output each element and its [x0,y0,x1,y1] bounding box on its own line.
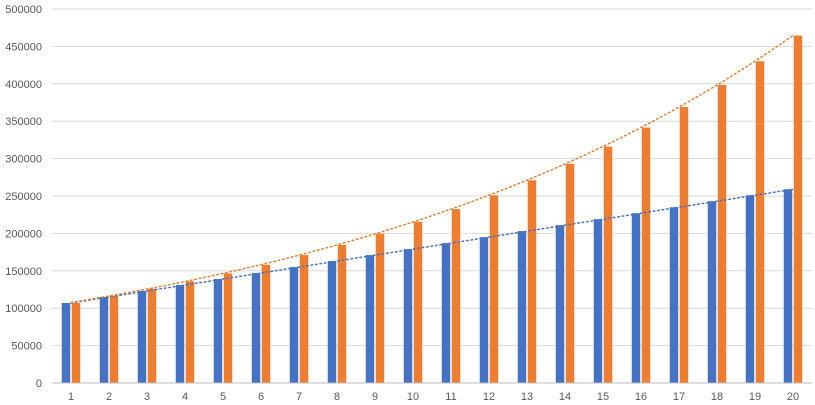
bar-series-2 [489,195,499,383]
bar-series-1 [99,296,109,383]
bar-series-2 [299,255,309,383]
bar-series-2 [717,84,727,383]
bar-series-1 [137,290,147,383]
x-tick-label: 12 [483,391,495,400]
bar-series-2 [413,221,423,383]
bar-series-1 [327,261,337,383]
y-tick-label: 200000 [5,228,42,240]
y-tick-label: 350000 [5,116,42,128]
x-tick-label: 14 [559,391,571,400]
bar-series-2 [603,146,613,383]
y-tick-label: 400000 [5,79,42,91]
x-tick-label: 13 [521,391,533,400]
trendline-series-2 [70,34,794,304]
x-tick-label: 10 [407,391,419,400]
bar-series-2 [185,281,195,383]
x-tick-label: 15 [597,391,609,400]
bar-series-1 [745,195,755,383]
bar-series-1 [289,267,299,383]
bar-series-1 [555,225,565,383]
y-tick-label: 500000 [5,4,42,16]
bar-series-1 [441,243,451,383]
bar-series-1 [251,273,261,383]
x-tick-label: 2 [106,391,112,400]
bar-series-2 [261,264,271,383]
y-tick-label: 250000 [5,191,42,203]
bar-series-1 [175,285,185,383]
bar-series-1 [783,189,793,383]
bar-series-1 [61,302,71,383]
bar-series-2 [793,35,803,383]
bar-series-1 [403,249,413,383]
x-tick-label: 8 [334,391,340,400]
x-tick-label: 6 [258,391,264,400]
bar-series-2 [451,209,461,383]
y-tick-label: 300000 [5,154,42,166]
x-tick-label: 17 [673,391,685,400]
bar-series-1 [707,201,717,383]
bar-series-1 [631,213,641,383]
x-tick-label: 20 [787,391,799,400]
bar-series-2 [755,61,765,384]
bar-series-1 [479,237,489,383]
x-tick-label: 4 [182,391,188,400]
trendline-series-1 [70,188,794,304]
x-tick-label: 1 [68,391,74,400]
x-tick-label: 11 [445,391,456,400]
x-axis-tick-labels: 1 2 3 4 5 6 7 8 9 10 11 12 13 14 15 16 17 18 19 20 [68,391,799,403]
y-axis-tick-labels: 0 50000 100000 150000 200000 250000 300000 3500… [5,4,42,390]
bar-series-1 [593,219,603,383]
y-tick-label: 100000 [5,303,42,315]
bar-series-2 [337,244,347,383]
bar-series-2 [71,302,81,383]
x-tick-label: 18 [711,391,723,400]
bar-series-1 [365,255,375,383]
bar-series-1 [517,231,527,383]
bar-series-1 [213,279,223,383]
bars [61,35,803,384]
bar-series-2 [527,180,537,383]
x-tick-label: 5 [220,391,226,400]
bar-series-2 [147,288,157,383]
bar-series-2 [223,273,233,383]
y-tick-label: 450000 [5,41,42,53]
gridlines [52,8,812,347]
x-tick-label: 3 [144,391,150,400]
bar-series-2 [565,163,575,383]
y-tick-label: 150000 [5,266,42,278]
bar-series-2 [109,295,119,383]
x-tick-label: 19 [749,391,761,400]
bar-series-2 [641,127,651,383]
bar-series-2 [679,106,689,383]
y-tick-label: 0 [36,378,42,390]
y-tick-label: 50000 [11,341,42,353]
bar-series-1 [669,207,679,383]
x-tick-label: 7 [296,391,302,400]
bar-series-2 [375,233,385,383]
x-tick-label: 9 [372,391,378,400]
trendlines [70,34,794,304]
x-tick-label: 16 [635,391,647,400]
